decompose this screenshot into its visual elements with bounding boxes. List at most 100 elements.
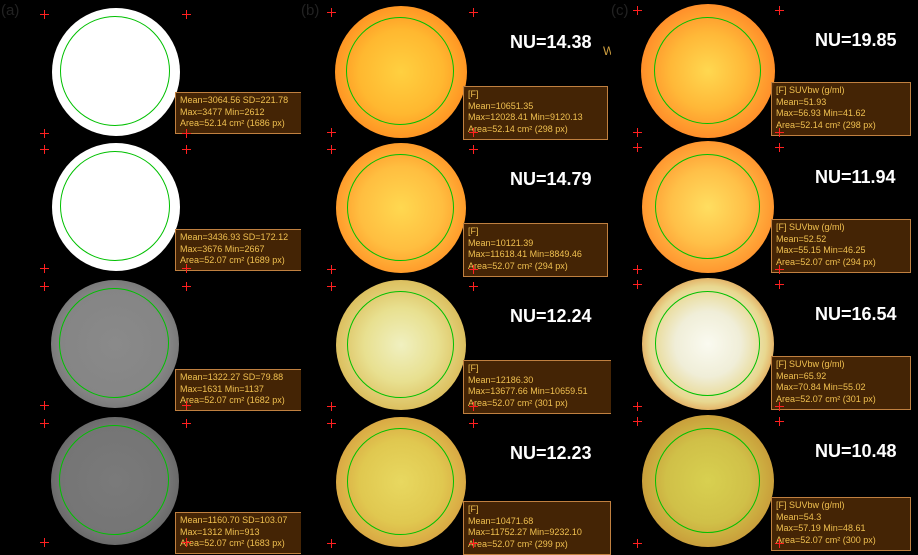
marker-cross — [327, 402, 336, 411]
roi-ring — [654, 17, 761, 124]
roi-ring — [347, 428, 454, 535]
roi-stats-box: [F] SUVbw (g/ml)Mean=65.92Max=70.84 Min=… — [771, 356, 911, 410]
stat-line: Mean=10471.68 — [468, 516, 606, 528]
marker-cross — [633, 143, 642, 152]
disc-slot: [F]Mean=10651.35Max=12028.41 Min=9120.13… — [301, 0, 611, 139]
marker-cross — [327, 128, 336, 137]
marker-cross — [469, 419, 478, 428]
disc-slot: [F] SUVbw (g/ml)Mean=54.3Max=57.19 Min=4… — [611, 417, 918, 555]
stat-line: Area=52.07 cm² (300 px) — [776, 535, 906, 547]
roi-stats-box: [F]Mean=10121.39Max=11618.41 Min=8849.46… — [463, 223, 608, 277]
marker-cross — [327, 145, 336, 154]
disc-slot: [F] SUVbw (g/ml)Mean=52.52Max=55.15 Min=… — [611, 139, 918, 278]
nu-value-label: NU=14.79 — [510, 169, 592, 190]
roi-ring — [59, 288, 169, 398]
stat-line: Mean=54.3 — [776, 512, 906, 524]
marker-cross — [469, 145, 478, 154]
roi-stats-box: [F]Mean=12186.30Max=13677.66 Min=10659.5… — [463, 360, 611, 414]
stat-line: Area=52.07 cm² (299 px) — [468, 539, 606, 551]
stat-line: Area=52.07 cm² (301 px) — [468, 398, 610, 410]
marker-cross — [182, 401, 191, 410]
panel-label-b: (b) — [301, 2, 319, 19]
stat-line: Area=52.07 cm² (1682 px) — [180, 395, 298, 407]
marker-cross — [327, 282, 336, 291]
stat-line: Max=3676 Min=2667 — [180, 244, 298, 256]
stat-line: Area=52.07 cm² (1683 px) — [180, 538, 298, 550]
stat-line: Max=1631 Min=1137 — [180, 384, 298, 396]
roi-ring — [60, 16, 170, 126]
nu-value-label: NU=12.24 — [510, 306, 592, 327]
roi-ring — [347, 291, 454, 398]
marker-cross — [327, 539, 336, 548]
marker-cross — [775, 6, 784, 15]
stat-line: Max=12028.41 Min=9120.13 — [468, 112, 603, 124]
disc-slot: Mean=3436.93 SD=172.12Max=3676 Min=2667A… — [0, 139, 301, 278]
stat-line: [F] — [468, 504, 606, 516]
roi-ring — [59, 425, 169, 535]
disc-slot: [F] SUVbw (g/ml)Mean=65.92Max=70.84 Min=… — [611, 278, 918, 417]
panel-b: W [F]Mean=10651.35Max=12028.41 Min=9120.… — [301, 0, 611, 555]
roi-ring — [346, 17, 454, 125]
stat-line: Area=52.07 cm² (294 px) — [776, 257, 906, 269]
marker-cross — [775, 143, 784, 152]
stat-line: Mean=3064.56 SD=221.78 — [180, 95, 298, 107]
roi-stats-box: [F] SUVbw (g/ml)Mean=54.3Max=57.19 Min=4… — [771, 497, 911, 551]
nu-value-label: NU=16.54 — [815, 304, 897, 325]
roi-stats-box: [F] SUVbw (g/ml)Mean=52.52Max=55.15 Min=… — [771, 219, 911, 273]
marker-cross — [182, 10, 191, 19]
marker-cross — [182, 129, 191, 138]
stat-line: [F] — [468, 89, 603, 101]
stat-line: Mean=1322.27 SD=79.88 — [180, 372, 298, 384]
stat-line: Mean=3436.93 SD=172.12 — [180, 232, 298, 244]
roi-stats-box: Mean=1322.27 SD=79.88Max=1631 Min=1137Ar… — [175, 369, 301, 411]
panel-c: [F] SUVbw (g/ml)Mean=51.93Max=56.93 Min=… — [611, 0, 918, 555]
marker-cross — [775, 539, 784, 548]
marker-cross — [469, 282, 478, 291]
marker-cross — [182, 145, 191, 154]
roi-stats-box: Mean=1160.70 SD=103.07Max=1312 Min=913Ar… — [175, 512, 301, 554]
marker-cross — [182, 419, 191, 428]
stat-line: Mean=65.92 — [776, 371, 906, 383]
roi-ring — [60, 151, 170, 261]
marker-cross — [633, 402, 642, 411]
marker-cross — [469, 128, 478, 137]
disc-slot: [F]Mean=12186.30Max=13677.66 Min=10659.5… — [301, 278, 611, 417]
stat-line: Area=52.14 cm² (298 px) — [776, 120, 906, 132]
roi-ring — [655, 154, 760, 259]
stat-line: [F] SUVbw (g/ml) — [776, 222, 906, 234]
stat-line: Max=70.84 Min=55.02 — [776, 382, 906, 394]
nu-value-label: NU=10.48 — [815, 441, 897, 462]
disc-slot: [F] SUVbw (g/ml)Mean=51.93Max=56.93 Min=… — [611, 0, 918, 139]
stat-line: Mean=10121.39 — [468, 238, 603, 250]
marker-cross — [182, 264, 191, 273]
panel-label-a: (a) — [1, 2, 19, 19]
stat-line: Area=52.07 cm² (294 px) — [468, 261, 603, 273]
stat-line: Max=11752.27 Min=9232.10 — [468, 527, 606, 539]
marker-cross — [182, 282, 191, 291]
stat-line: Mean=52.52 — [776, 234, 906, 246]
stat-line: [F] — [468, 226, 603, 238]
stat-line: [F] SUVbw (g/ml) — [776, 85, 906, 97]
marker-cross — [775, 265, 784, 274]
disc-slot: [F]Mean=10121.39Max=11618.41 Min=8849.46… — [301, 139, 611, 278]
marker-cross — [469, 539, 478, 548]
roi-ring — [655, 428, 760, 533]
roi-stats-box: [F]Mean=10651.35Max=12028.41 Min=9120.13… — [463, 86, 608, 140]
roi-ring — [347, 154, 454, 261]
stat-line: Max=56.93 Min=41.62 — [776, 108, 906, 120]
roi-ring — [655, 291, 760, 396]
panel-a: Mean=3064.56 SD=221.78Max=3477 Min=2612A… — [0, 0, 301, 555]
stat-line: Area=52.14 cm² (298 px) — [468, 124, 603, 136]
marker-cross — [469, 402, 478, 411]
marker-cross — [633, 417, 642, 426]
marker-cross — [775, 417, 784, 426]
stat-line: Max=13677.66 Min=10659.51 — [468, 386, 610, 398]
stat-line: Max=3477 Min=2612 — [180, 107, 298, 119]
marker-cross — [775, 402, 784, 411]
nu-value-label: NU=12.23 — [510, 443, 592, 464]
marker-cross — [40, 10, 49, 19]
stat-line: Area=52.07 cm² (301 px) — [776, 394, 906, 406]
stat-line: Area=52.14 cm² (1686 px) — [180, 118, 298, 130]
stat-line: Max=57.19 Min=48.61 — [776, 523, 906, 535]
stat-line: Mean=12186.30 — [468, 375, 610, 387]
